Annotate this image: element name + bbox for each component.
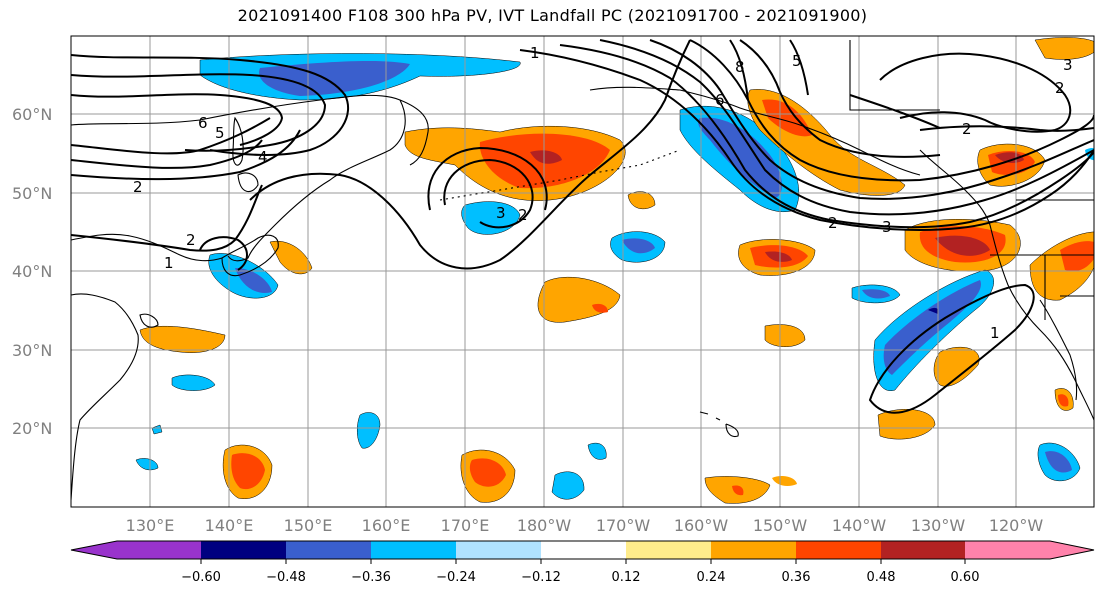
svg-text:1: 1 [164, 254, 174, 272]
svg-text:1: 1 [990, 324, 1000, 342]
colorbar-segment [965, 541, 1094, 559]
colorbar-segment [201, 541, 286, 559]
svg-text:6: 6 [715, 91, 725, 109]
lat-label: 40°N [12, 262, 52, 281]
map-title: 2021091400 F108 300 hPa PV, IVT Landfall… [237, 6, 868, 25]
svg-text:5: 5 [792, 52, 802, 70]
colorbar-segment [711, 541, 796, 559]
lon-label: 150°E [284, 516, 333, 535]
svg-text:1: 1 [530, 44, 540, 62]
colorbar-segment [456, 541, 541, 559]
lat-label: 30°N [12, 341, 52, 360]
lon-label: 160°W [674, 516, 729, 535]
lon-label: 130°W [911, 516, 966, 535]
contour-labels: 1 8 5 6 2 2 3 2 3 6 5 4 2 2 1 1 3 2 [133, 44, 1073, 342]
lon-label: 160°E [362, 516, 411, 535]
lon-label: 130°E [126, 516, 175, 535]
colorbar-segment [626, 541, 711, 559]
colorbar-segment [796, 541, 881, 559]
colorbar-segment [71, 541, 201, 559]
lon-label: 170°W [596, 516, 651, 535]
lon-label: 140°E [205, 516, 254, 535]
map-frame [70, 35, 1095, 508]
colorbar-tick-label: −0.12 [521, 570, 561, 585]
coastlines [71, 40, 1094, 501]
lat-label: 50°N [12, 184, 52, 203]
svg-text:3: 3 [1063, 56, 1073, 74]
svg-text:2: 2 [518, 206, 528, 224]
svg-text:3: 3 [496, 204, 506, 222]
colorbar-segment [541, 541, 626, 559]
colorbar: −0.60 −0.48 −0.36 −0.24 −0.12 0.12 0.24 … [70, 540, 1095, 585]
colorbar-segment [286, 541, 371, 559]
colorbar-tick-label: −0.24 [436, 570, 476, 585]
colorbar-segment [881, 541, 965, 559]
colorbar-tick-label: −0.36 [351, 570, 391, 585]
svg-text:2: 2 [133, 178, 143, 196]
colorbar-tick-label: 0.48 [867, 570, 896, 585]
svg-text:2: 2 [828, 214, 838, 232]
colorbar-segment [371, 541, 456, 559]
lon-label: 120°W [989, 516, 1044, 535]
lat-label: 20°N [12, 419, 52, 438]
colorbar-tick-label: −0.60 [181, 570, 221, 585]
colorbar-tick-label: −0.48 [266, 570, 306, 585]
svg-text:6: 6 [198, 114, 208, 132]
svg-text:4: 4 [258, 148, 268, 166]
lon-label: 180°W [517, 516, 572, 535]
svg-text:2: 2 [186, 231, 196, 249]
lat-label: 60°N [12, 105, 52, 124]
svg-text:2: 2 [1055, 79, 1065, 97]
colorbar-outline [70, 540, 1095, 560]
svg-text:2: 2 [962, 120, 972, 138]
lon-label: 150°W [753, 516, 808, 535]
colorbar-tick-label: 0.24 [697, 570, 726, 585]
colorbar-tick-label: 0.12 [612, 570, 641, 585]
pv-contours [71, 39, 1094, 414]
svg-text:3: 3 [882, 218, 892, 236]
svg-text:5: 5 [215, 124, 225, 142]
colorbar-tick-label: 0.60 [951, 570, 980, 585]
longitude-labels: 130°E 140°E 150°E 160°E 170°E 180°W 170°… [126, 516, 1044, 535]
lon-label: 140°W [832, 516, 887, 535]
lon-label: 170°E [441, 516, 490, 535]
colorbar-ticks [200, 559, 966, 564]
latitude-labels: 60°N 50°N 40°N 30°N 20°N [12, 105, 52, 438]
svg-text:8: 8 [735, 58, 745, 76]
colorbar-tick-label: 0.36 [782, 570, 811, 585]
